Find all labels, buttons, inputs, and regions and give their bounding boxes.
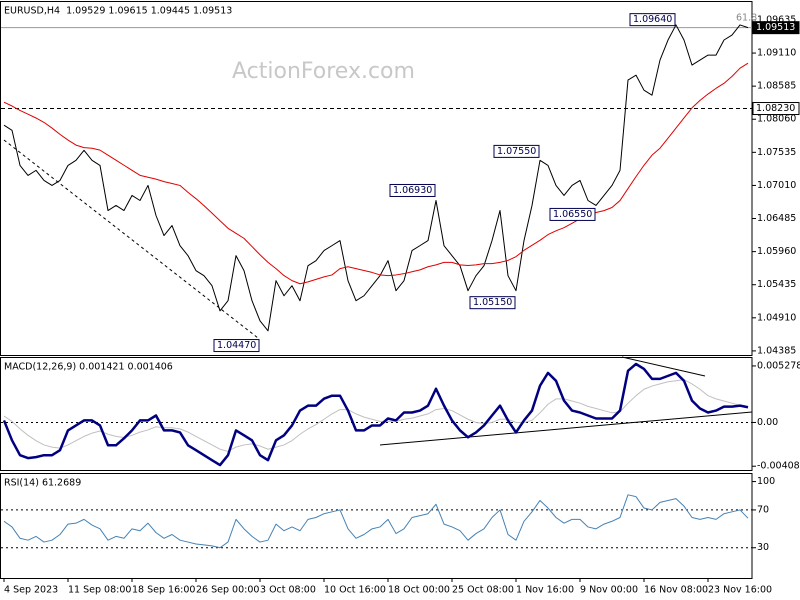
series-line bbox=[3, 62, 749, 285]
trend-line bbox=[379, 411, 753, 446]
panel-title: RSI(14) 61.2689 bbox=[4, 478, 81, 489]
annotation-box bbox=[629, 13, 676, 27]
annotation-label: 1.06930 bbox=[393, 185, 432, 196]
annotation-box bbox=[389, 183, 436, 197]
x-tick-label: 23 Nov 16:00 bbox=[708, 585, 772, 596]
y-tick-label: 100 bbox=[757, 476, 775, 487]
x-tick-label: 9 Nov 00:00 bbox=[580, 585, 638, 596]
y-tick-label: 1.09110 bbox=[757, 48, 796, 59]
annotation-label: 1.09640 bbox=[633, 14, 672, 25]
price-label-box bbox=[752, 21, 800, 35]
panel-border bbox=[0, 473, 753, 579]
y-tick-label: 30 bbox=[757, 542, 769, 553]
y-tick-label: 1.07010 bbox=[757, 180, 796, 191]
y-tick-label: 1.08060 bbox=[757, 114, 796, 125]
panel-border bbox=[0, 1, 753, 356]
annotation-label: 1.04470 bbox=[217, 340, 256, 351]
y-tick-label: 1.04910 bbox=[757, 312, 796, 323]
annotation-label: 1.07550 bbox=[497, 146, 536, 157]
price-label: 1.08230 bbox=[756, 103, 795, 114]
y-tick-label: 1.07535 bbox=[757, 147, 796, 158]
x-tick-label: 11 Sep 08:00 bbox=[68, 585, 131, 596]
annotation-box bbox=[213, 339, 260, 353]
x-tick-label: 3 Oct 08:00 bbox=[260, 585, 316, 596]
panel-title: MACD(12,26,9) 0.001421 0.001406 bbox=[4, 362, 173, 373]
watermark: ActionForex.com bbox=[232, 59, 415, 84]
trend-line bbox=[621, 356, 706, 377]
x-tick-label: 1 Nov 16:00 bbox=[516, 585, 574, 596]
y-tick-label: 70 bbox=[757, 504, 769, 515]
y-tick-label: 0.005278 bbox=[757, 360, 800, 371]
x-tick-label: 26 Sep 00:00 bbox=[196, 585, 259, 596]
y-tick-label: 0.00 bbox=[757, 417, 778, 428]
y-tick-label: 1.06485 bbox=[757, 213, 796, 224]
panel-title: EURUSD,H4 1.09529 1.09615 1.09445 1.0951… bbox=[4, 6, 232, 17]
x-tick-label: 4 Sep 2023 bbox=[4, 585, 58, 596]
annotation-box bbox=[549, 207, 596, 221]
annotation-box bbox=[493, 144, 540, 158]
series-line bbox=[3, 24, 749, 332]
y-tick-label: -0.004087 bbox=[757, 461, 800, 472]
x-tick-label: 18 Oct 00:00 bbox=[388, 585, 450, 596]
y-tick-label: 1.08585 bbox=[757, 81, 796, 92]
x-tick-label: 25 Oct 08:00 bbox=[452, 585, 514, 596]
series-line bbox=[3, 494, 749, 549]
annotation-label: 1.05150 bbox=[473, 297, 512, 308]
series-line bbox=[2, 362, 749, 467]
frame bbox=[0, 1, 753, 579]
annotation-box bbox=[469, 296, 516, 310]
x-tick-label: 10 Oct 16:00 bbox=[324, 585, 386, 596]
price-label: 1.09513 bbox=[756, 22, 795, 33]
x-tick-label: 18 Sep 16:00 bbox=[132, 585, 195, 596]
series-line bbox=[3, 379, 749, 452]
annotation-label: 1.06550 bbox=[553, 209, 592, 220]
price-label-box bbox=[752, 102, 800, 116]
y-tick-label: 1.05435 bbox=[757, 279, 796, 290]
panel-border bbox=[0, 357, 753, 471]
fib-label: 61.8 bbox=[736, 13, 757, 24]
y-tick-label: 1.09635 bbox=[757, 14, 796, 25]
y-tick-label: 1.04385 bbox=[757, 345, 796, 356]
y-tick-label: 1.05960 bbox=[757, 246, 796, 257]
x-tick-label: 16 Nov 08:00 bbox=[644, 585, 708, 596]
